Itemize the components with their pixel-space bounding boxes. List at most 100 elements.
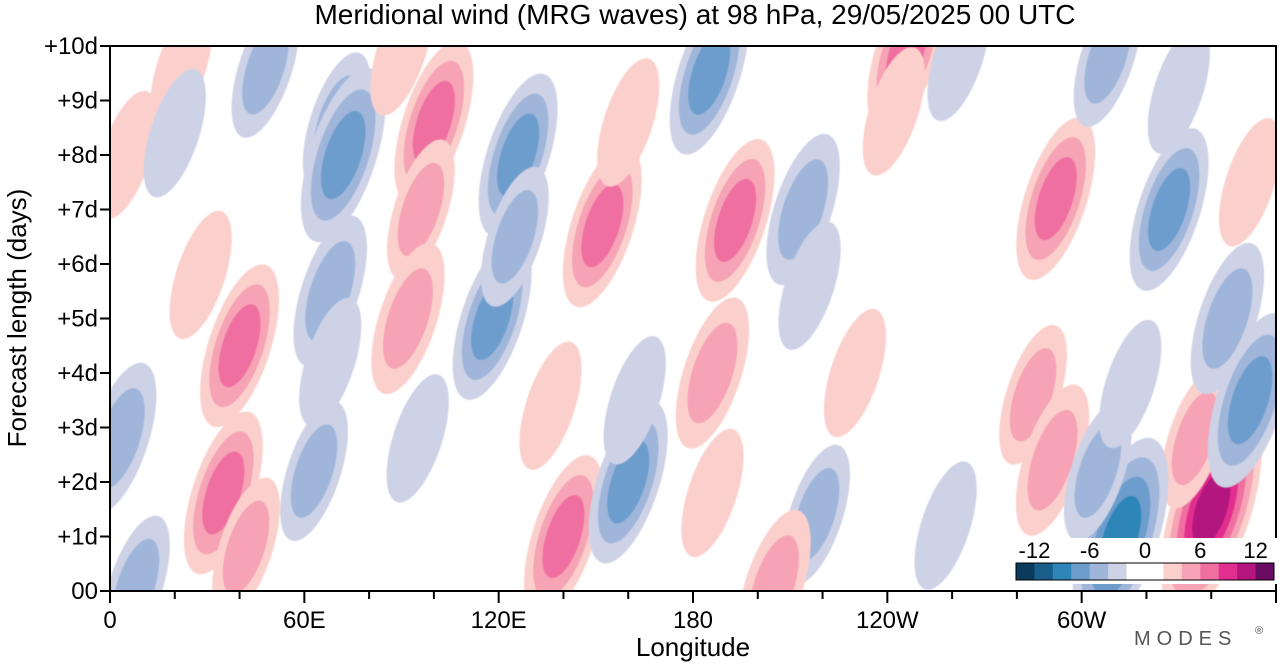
positive-wind-anomaly — [562, 144, 642, 308]
contour-level-4 — [382, 268, 433, 369]
x-tick-label: 120E — [471, 607, 527, 634]
contour-level-6 — [1148, 167, 1191, 252]
colorbar: -12 -6 0 6 12 — [1012, 538, 1278, 584]
colorbar-swatch — [1126, 563, 1146, 580]
contour-level-2 — [681, 428, 744, 558]
negative-wind-anomaly — [110, 362, 157, 515]
contour-level-4 — [1074, 424, 1122, 518]
y-tick-label: +4d — [57, 360, 98, 387]
positive-wind-anomaly — [862, 47, 925, 176]
negative-wind-anomaly — [110, 515, 170, 591]
contour-level-2 — [603, 336, 666, 465]
contour-level-4 — [290, 424, 338, 518]
positive-wind-anomaly — [387, 139, 455, 280]
colorbar-swatch — [1255, 563, 1275, 580]
negative-wind-anomaly — [669, 46, 749, 155]
x-axis-label: Longitude — [636, 632, 750, 662]
x-tick-label: 60E — [283, 607, 326, 634]
contour-level-4 — [1027, 409, 1078, 511]
contour-level-2 — [927, 46, 990, 122]
positive-wind-anomaly — [597, 58, 660, 187]
y-axis-label: Forecast length (days) — [2, 189, 32, 448]
contour-level-2 — [1147, 46, 1210, 154]
contour-level-6 — [714, 178, 757, 262]
colorbar-swatch — [1071, 563, 1091, 580]
positive-wind-anomaly — [695, 138, 775, 302]
contour-level-2 — [1218, 118, 1276, 247]
negative-wind-anomaly — [293, 215, 367, 367]
x-tick-label: 60W — [1057, 607, 1107, 634]
colorbar-tick-label: -6 — [1080, 538, 1100, 563]
y-tick-label: +1d — [57, 524, 98, 551]
positive-wind-anomaly — [169, 210, 232, 340]
contour-level-4 — [110, 388, 145, 489]
contour-level-6 — [688, 46, 731, 115]
negative-wind-anomaly — [588, 400, 668, 564]
y-tick-label: +9d — [57, 88, 98, 115]
colorbar-swatch — [1052, 563, 1072, 580]
y-tick-label: +10d — [44, 33, 98, 60]
positive-wind-anomaly — [675, 297, 750, 449]
positive-wind-anomaly — [1016, 117, 1096, 281]
colorbar-swatch — [1108, 563, 1128, 580]
negative-wind-anomaly — [280, 401, 348, 542]
colorbar-swatch — [1016, 563, 1035, 580]
contour-level-2 — [597, 58, 660, 187]
positive-wind-anomaly — [183, 411, 263, 575]
y-tick-label: +3d — [57, 415, 98, 442]
positive-wind-anomaly — [999, 324, 1067, 465]
contour-level-2 — [169, 210, 232, 340]
positive-wind-anomaly — [370, 46, 433, 116]
colorbar-swatch — [1200, 563, 1220, 580]
negative-wind-anomaly — [927, 46, 990, 122]
contour-level-2 — [1099, 319, 1162, 449]
negative-wind-anomaly — [143, 69, 206, 198]
positive-wind-anomaly — [212, 477, 280, 591]
contour-level-4 — [397, 162, 445, 257]
colorbar-swatch — [1237, 563, 1257, 580]
contour-level-6 — [497, 113, 540, 197]
contour-level-4 — [1009, 348, 1057, 442]
positive-wind-anomaly — [519, 341, 582, 470]
y-tick-label: 00 — [71, 578, 98, 605]
x-tick-label: 0 — [103, 607, 116, 634]
contour-level-6 — [202, 451, 245, 535]
colorbar-swatch — [1145, 563, 1164, 580]
contour-level-4 — [242, 46, 289, 115]
colorbar-swatch — [1034, 563, 1054, 580]
y-tick-label: +6d — [57, 251, 98, 278]
colorbar-tick-label: 0 — [1139, 538, 1151, 563]
contour-level-4 — [748, 535, 799, 591]
contour-level-2 — [519, 341, 582, 470]
positive-wind-anomaly — [1218, 118, 1276, 247]
contour-level-4 — [1171, 391, 1219, 486]
positive-wind-anomaly — [523, 455, 603, 591]
y-tick-label: +8d — [57, 142, 98, 169]
contour-level-6 — [218, 304, 261, 388]
y-tick-label: +5d — [57, 306, 98, 333]
contour-level-4 — [222, 500, 270, 591]
contour-level-10 — [1192, 472, 1231, 546]
y-axis: 00 +1d +2d +3d +4d +5d +6d +7d +8d +9d +10d — [44, 33, 110, 605]
negative-wind-anomaly — [1147, 46, 1210, 154]
colorbar-swatch — [1089, 563, 1109, 580]
contour-level-2 — [299, 297, 362, 427]
contour-level-4 — [687, 322, 738, 424]
contour-level-4 — [1202, 268, 1253, 369]
y-tick-label: +7d — [57, 197, 98, 224]
negative-wind-anomaly — [778, 221, 841, 350]
modes-logo: MODES — [1134, 628, 1237, 650]
colorbar-swatch — [1163, 563, 1183, 580]
negative-wind-anomaly — [386, 374, 449, 503]
colorbar-tick-label: 12 — [1243, 538, 1267, 563]
negative-wind-anomaly — [914, 461, 977, 590]
negative-wind-anomaly — [300, 67, 386, 243]
positive-wind-anomaly — [371, 242, 445, 395]
contour-level-2 — [914, 461, 977, 590]
contour-level-6 — [412, 80, 455, 164]
negative-wind-anomaly — [1073, 46, 1142, 127]
positive-wind-anomaly — [200, 264, 280, 428]
negative-wind-anomaly — [766, 133, 840, 286]
negative-wind-anomaly — [231, 46, 300, 138]
positive-wind-anomaly — [1161, 368, 1229, 509]
